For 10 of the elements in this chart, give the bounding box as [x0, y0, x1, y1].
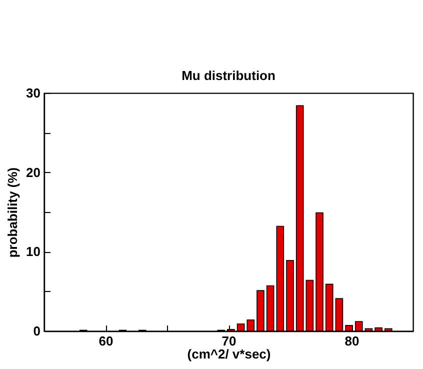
- y-tick-label: 30: [26, 86, 40, 100]
- chart-title: Mu distribution: [182, 68, 276, 83]
- y-tick-label: 20: [26, 164, 40, 180]
- x-tick-label: 60: [98, 334, 114, 348]
- y-tick-label: 0: [33, 324, 40, 338]
- x-axis-title: (cm^2/ v*sec): [187, 346, 271, 362]
- y-tick-label: 10: [26, 244, 40, 260]
- x-tick-label: 80: [344, 334, 360, 348]
- y-axis-title: probability (%): [5, 167, 20, 258]
- x-tick-label: 70: [222, 334, 236, 348]
